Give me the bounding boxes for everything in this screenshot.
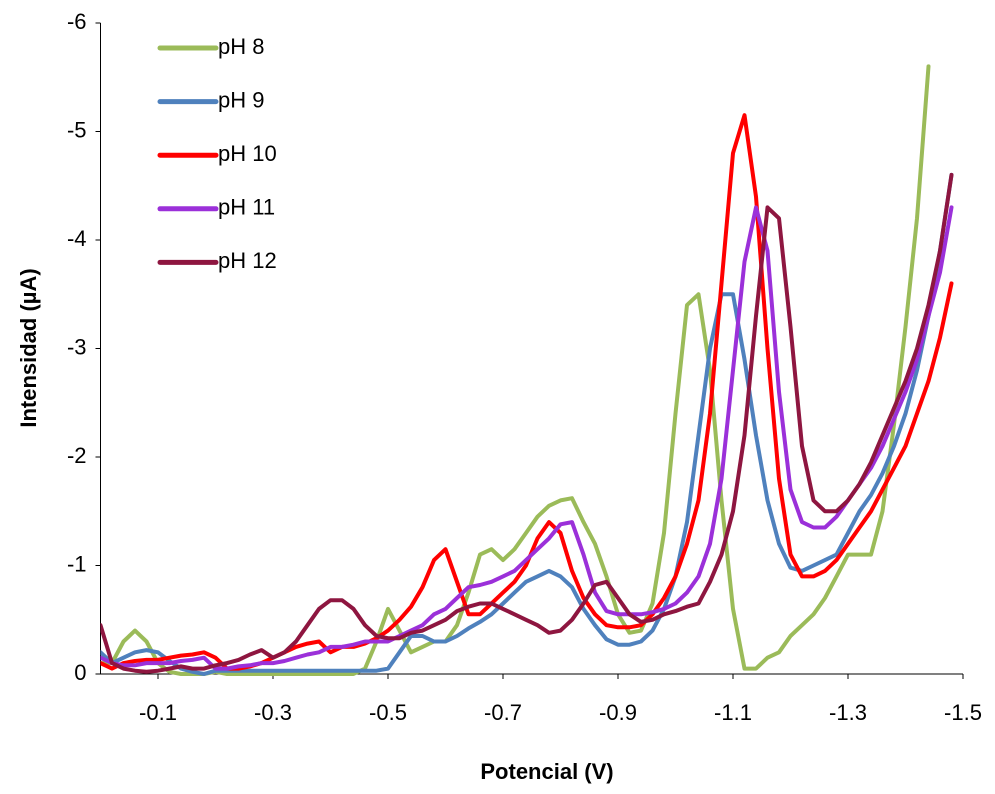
legend-label: pH 9	[218, 87, 264, 112]
y-tick-label: -4	[67, 226, 87, 251]
x-tick-label: -0.3	[254, 700, 292, 725]
legend-label: pH 11	[218, 195, 275, 220]
x-tick-label: -0.9	[599, 700, 637, 725]
series-line	[100, 64, 931, 676]
y-tick-label: -6	[67, 9, 87, 34]
legend-label: pH 12	[218, 248, 277, 273]
y-tick-label: -1	[67, 551, 87, 576]
series-line	[100, 205, 954, 671]
y-tick-label: -3	[67, 334, 87, 359]
x-tick-label: -1.3	[829, 700, 867, 725]
legend-label: pH 8	[218, 34, 264, 59]
x-tick-label: -1.1	[714, 700, 752, 725]
y-tick-label: 0	[74, 660, 86, 685]
y-tick-label: -2	[67, 443, 87, 468]
legend-label: pH 10	[218, 141, 277, 166]
series-line	[100, 172, 954, 676]
x-tick-label: -0.7	[484, 700, 522, 725]
series-line	[100, 172, 954, 674]
x-tick-label: -0.1	[139, 700, 177, 725]
x-tick-label: -1.5	[944, 700, 982, 725]
y-axis-title: Intensidad (µA)	[16, 268, 41, 427]
x-tick-label: -0.5	[369, 700, 407, 725]
x-axis-title: Potencial (V)	[480, 759, 613, 784]
y-tick-label: -5	[67, 117, 87, 142]
